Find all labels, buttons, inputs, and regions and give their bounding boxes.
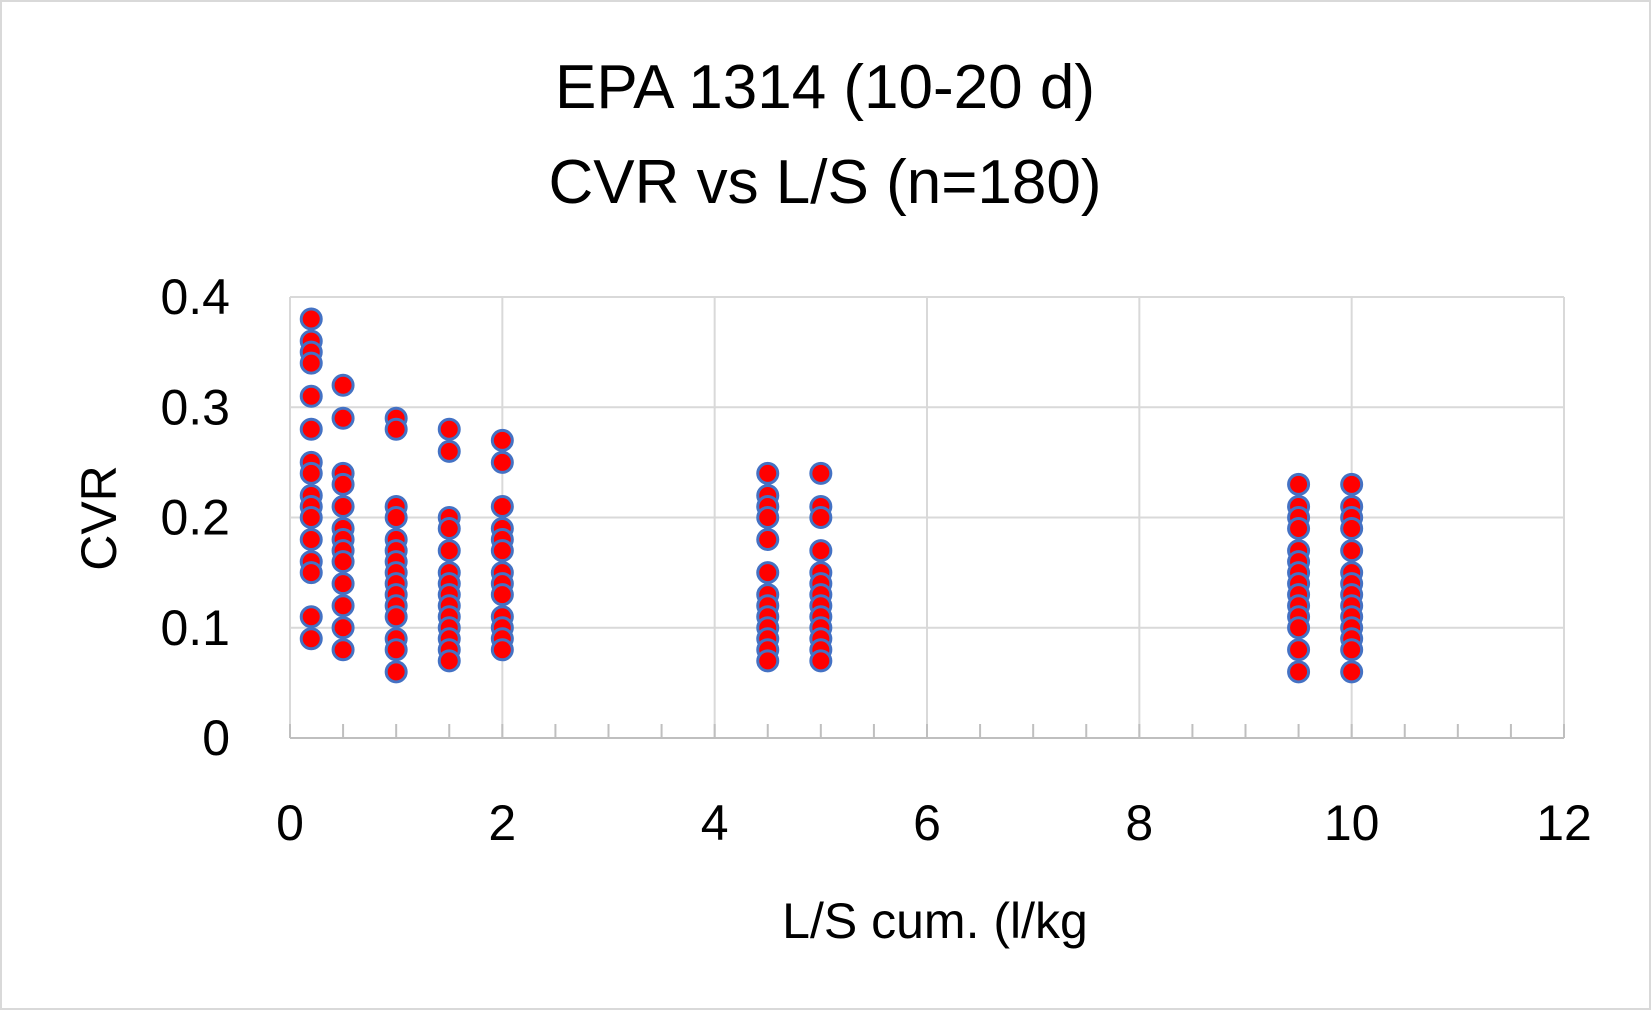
x-axis bbox=[289, 724, 1565, 739]
x-tick-label: 12 bbox=[1536, 795, 1592, 851]
y-tick-label: 0.3 bbox=[160, 379, 230, 435]
data-point bbox=[809, 506, 833, 529]
data-point bbox=[331, 594, 355, 618]
data-point bbox=[331, 572, 355, 596]
x-tick-labels: 0 2 4 6 8 10 12 bbox=[276, 795, 1592, 851]
y-tick-label: 0.4 bbox=[160, 269, 230, 325]
data-point bbox=[756, 649, 780, 673]
y-tick-label: 0.1 bbox=[160, 600, 230, 656]
data-point bbox=[756, 561, 780, 585]
data-point bbox=[1340, 660, 1364, 684]
data-point bbox=[1340, 472, 1364, 496]
data-point bbox=[384, 638, 408, 662]
data-point bbox=[384, 660, 408, 684]
data-point bbox=[1340, 539, 1364, 563]
data-point bbox=[331, 550, 355, 574]
data-point bbox=[437, 417, 461, 441]
y-tick-label: 0.2 bbox=[160, 490, 230, 546]
data-point bbox=[490, 494, 514, 518]
data-point bbox=[331, 406, 355, 430]
data-point bbox=[490, 428, 514, 452]
data-point bbox=[299, 506, 323, 529]
data-point bbox=[299, 627, 323, 651]
y-tick-label: 0 bbox=[202, 710, 230, 766]
data-point bbox=[299, 528, 323, 552]
x-tick-label: 10 bbox=[1324, 795, 1380, 851]
data-point bbox=[1287, 472, 1311, 496]
data-point bbox=[1287, 616, 1311, 640]
data-point bbox=[384, 417, 408, 441]
data-point bbox=[1287, 638, 1311, 662]
data-point bbox=[384, 605, 408, 629]
data-points bbox=[299, 307, 1364, 684]
data-point bbox=[331, 638, 355, 662]
data-point bbox=[331, 373, 355, 397]
data-point bbox=[490, 539, 514, 563]
data-point bbox=[299, 461, 323, 485]
data-point bbox=[299, 351, 323, 375]
data-point bbox=[1287, 660, 1311, 684]
data-point bbox=[299, 417, 323, 441]
data-point bbox=[437, 539, 461, 563]
data-point bbox=[809, 649, 833, 673]
y-tick-labels: 0 0.1 0.2 0.3 0.4 bbox=[160, 269, 230, 766]
data-point bbox=[299, 605, 323, 629]
data-point bbox=[756, 506, 780, 529]
data-point bbox=[437, 439, 461, 463]
data-point bbox=[331, 494, 355, 518]
x-tick-label: 4 bbox=[701, 795, 729, 851]
data-point bbox=[299, 384, 323, 408]
y-axis-label: CVR bbox=[71, 465, 127, 571]
chart-title-line1: EPA 1314 (10-20 d) bbox=[555, 53, 1095, 122]
data-point bbox=[299, 307, 323, 331]
data-point bbox=[331, 472, 355, 496]
x-tick-label: 2 bbox=[488, 795, 516, 851]
data-point bbox=[1340, 517, 1364, 541]
data-point bbox=[756, 528, 780, 552]
data-point bbox=[331, 616, 355, 640]
data-point bbox=[809, 461, 833, 485]
gridlines bbox=[289, 296, 1565, 738]
data-point bbox=[384, 506, 408, 529]
x-tick-label: 6 bbox=[913, 795, 941, 851]
x-axis-label: L/S cum. (l/kg bbox=[782, 893, 1088, 949]
data-point bbox=[1287, 517, 1311, 541]
data-point bbox=[437, 649, 461, 673]
data-point bbox=[490, 450, 514, 474]
data-point bbox=[756, 461, 780, 485]
data-point bbox=[490, 638, 514, 662]
data-point bbox=[1340, 638, 1364, 662]
data-point bbox=[809, 539, 833, 563]
x-tick-label: 0 bbox=[276, 795, 304, 851]
chart-title-line2: CVR vs L/S (n=180) bbox=[548, 148, 1101, 217]
data-point bbox=[437, 517, 461, 541]
x-tick-label: 8 bbox=[1125, 795, 1153, 851]
data-point bbox=[299, 561, 323, 585]
data-point bbox=[490, 583, 514, 607]
